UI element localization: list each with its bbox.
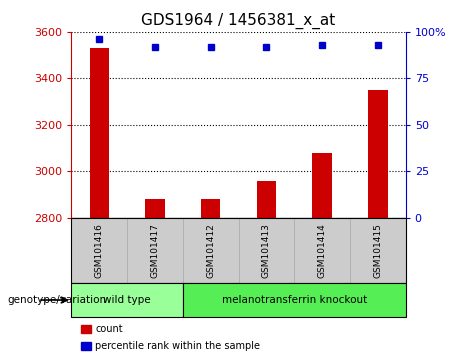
- Text: melanotransferrin knockout: melanotransferrin knockout: [222, 295, 367, 305]
- Bar: [294, 218, 350, 283]
- Bar: [127, 218, 183, 283]
- Text: GSM101414: GSM101414: [318, 223, 327, 278]
- Text: GSM101415: GSM101415: [373, 223, 382, 278]
- Bar: [145, 199, 165, 218]
- Text: GSM101413: GSM101413: [262, 223, 271, 278]
- Bar: [201, 199, 220, 218]
- Text: GSM101416: GSM101416: [95, 223, 104, 278]
- Bar: [368, 90, 388, 218]
- Bar: [183, 218, 238, 283]
- Bar: [71, 218, 127, 283]
- Bar: [238, 218, 294, 283]
- Bar: [71, 283, 183, 317]
- Text: GSM101417: GSM101417: [150, 223, 160, 278]
- Bar: [350, 218, 406, 283]
- Text: GSM101412: GSM101412: [206, 223, 215, 278]
- Bar: [257, 181, 276, 218]
- Bar: [313, 153, 332, 218]
- Text: wild type: wild type: [103, 295, 151, 305]
- Text: count: count: [95, 324, 123, 334]
- Text: genotype/variation: genotype/variation: [7, 295, 106, 305]
- Text: percentile rank within the sample: percentile rank within the sample: [95, 341, 260, 351]
- Title: GDS1964 / 1456381_x_at: GDS1964 / 1456381_x_at: [142, 13, 336, 29]
- Bar: [183, 283, 406, 317]
- Bar: [89, 48, 109, 218]
